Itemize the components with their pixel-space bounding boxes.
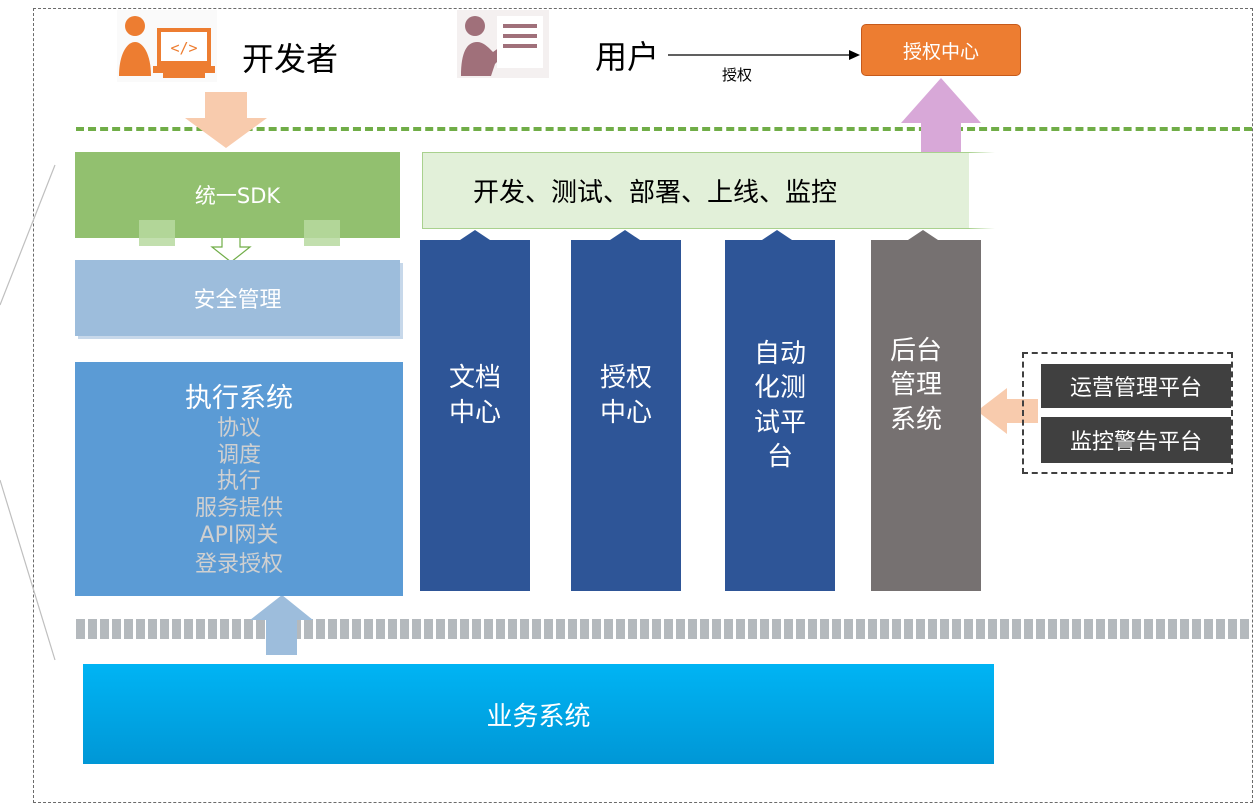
sdk-connector-left <box>139 220 175 246</box>
pillar-notch-1 <box>460 230 490 240</box>
service-bus-divider <box>76 619 1252 639</box>
pillar-auth-line-2: 中心 <box>599 397 652 428</box>
business-up-arrow <box>250 595 313 655</box>
left-bracket-line-bottom <box>0 479 56 661</box>
lifecycle-bar: 开发、测试、部署、上线、监控 <box>422 152 995 229</box>
pillar-backend-line-3: 系统 <box>890 404 943 435</box>
business-system-box: 业务系统 <box>83 664 994 764</box>
operations-platform-node: 运营管理平台 <box>1041 364 1231 408</box>
developer-label: 开发者 <box>242 40 339 78</box>
platform-group: 运营管理平台 监控警告平台 <box>1022 352 1233 474</box>
pillar-notch-3 <box>762 230 792 240</box>
developer-icon: </> <box>117 10 217 82</box>
left-bracket-line-top <box>0 164 56 306</box>
pillar-backend-line-1: 后台 <box>890 336 943 367</box>
pillar-notch-2 <box>610 230 640 240</box>
pillar-test-line-1: 自动 <box>753 338 806 369</box>
execution-item-login-auth: 登录授权 <box>194 552 283 577</box>
pillar-backend-line-2: 管理 <box>890 370 943 401</box>
sdk-security-arrow <box>210 235 252 263</box>
developer-down-arrow <box>185 92 267 148</box>
execution-item-service: 服务提供 <box>194 495 283 521</box>
pillar-doc-line-1: 文档 <box>448 363 501 394</box>
unified-sdk-box: 统一SDK <box>75 152 400 238</box>
svg-text:</>: </> <box>170 39 197 57</box>
user-presenter-icon <box>457 10 549 78</box>
execution-system-box: 执行系统 协议 调度 执行 服务提供 API网关 登录授权 <box>75 362 403 596</box>
pillar-backend-management: 后台 管理 系统 <box>871 240 981 591</box>
pillar-test-line-2: 化测 <box>753 373 806 404</box>
execution-item-execute: 执行 <box>216 469 261 494</box>
user-auth-arrowhead <box>849 50 860 60</box>
user-auth-edge-label: 授权 <box>722 66 753 84</box>
auth-center-node: 授权中心 <box>861 24 1021 76</box>
diagram-frame <box>33 8 1253 803</box>
execution-item-api-gateway: API网关 <box>199 523 279 548</box>
pillar-test-line-3: 试平 <box>753 407 806 438</box>
pillar-doc-center: 文档 中心 <box>420 240 530 591</box>
sdk-connector-right <box>304 220 340 246</box>
pillar-doc-line-2: 中心 <box>448 397 501 428</box>
execution-item-protocol: 协议 <box>216 416 261 441</box>
execution-title: 执行系统 <box>185 383 293 414</box>
layer-divider-green <box>76 127 1252 131</box>
pillar-auth-center: 授权 中心 <box>571 240 681 591</box>
auth-up-arrow <box>901 78 981 153</box>
security-management-box: 安全管理 <box>75 260 400 336</box>
pillar-auto-test-platform: 自动 化测 试平 台 <box>725 240 835 591</box>
monitoring-alert-platform-node: 监控警告平台 <box>1041 417 1231 463</box>
user-label: 用户 <box>595 38 660 76</box>
execution-item-scheduling: 调度 <box>216 442 261 468</box>
pillar-notch-4 <box>908 230 938 240</box>
pillar-auth-line-1: 授权 <box>599 363 652 394</box>
pillar-test-line-4: 台 <box>766 441 793 472</box>
